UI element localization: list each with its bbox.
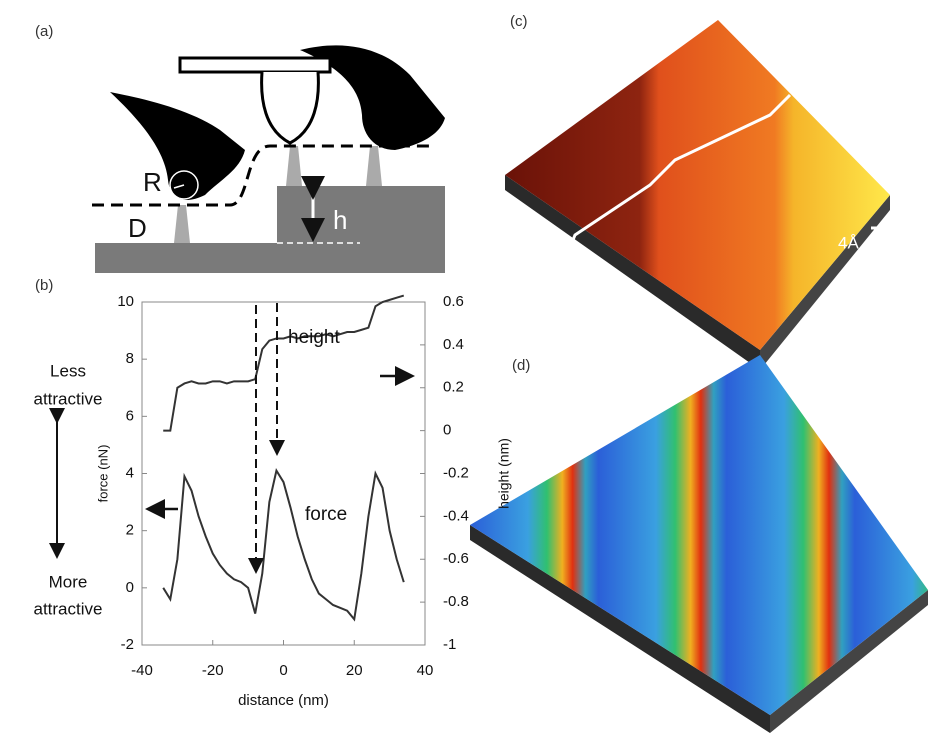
- height-label: h: [333, 205, 347, 235]
- series-label: height: [288, 327, 340, 348]
- x-tick-label: 40: [417, 662, 434, 679]
- y-tick-label: 10: [117, 293, 134, 310]
- y2-tick-label: -0.4: [443, 507, 469, 524]
- y2-tick-label: 0.4: [443, 336, 464, 353]
- side-label: attractive: [34, 389, 103, 408]
- y-axis-label: force (nN): [95, 445, 110, 503]
- afm-surface-c: [505, 20, 890, 370]
- distance-label: D: [128, 213, 147, 243]
- y2-tick-label: -1: [443, 636, 456, 653]
- side-label: attractive: [34, 599, 103, 618]
- scale-bar-label: 4Å: [838, 233, 859, 252]
- chart: -20246810-1-0.8-0.6-0.4-0.200.20.40.6-40…: [95, 293, 511, 709]
- y-tick-label: 8: [126, 350, 134, 367]
- page: (a) (b) (c) (d) R D h 4Å Less: [0, 0, 930, 733]
- y-tick-label: 6: [126, 407, 134, 424]
- side-label: More: [49, 572, 88, 591]
- y2-tick-label: 0.2: [443, 379, 464, 396]
- radius-label: R: [143, 167, 162, 197]
- afm-surface-d: [470, 355, 928, 733]
- panel-label: (d): [512, 357, 530, 374]
- x-tick-label: -20: [202, 662, 224, 679]
- x-tick-label: 20: [346, 662, 363, 679]
- y2-tick-label: -0.2: [443, 464, 469, 481]
- series-line: [163, 471, 404, 620]
- series-label: force: [305, 504, 347, 525]
- x-tick-label: 0: [279, 662, 287, 679]
- x-tick-label: -40: [131, 662, 153, 679]
- y-tick-label: 4: [126, 464, 134, 481]
- y2-tick-label: 0.6: [443, 293, 464, 310]
- panel-label: (b): [35, 277, 53, 294]
- figure: (a) (b) (c) (d) R D h 4Å Less: [0, 0, 930, 733]
- y-tick-label: 2: [126, 522, 134, 539]
- y-tick-label: 0: [126, 579, 134, 596]
- series-line: [163, 296, 404, 431]
- y-tick-label: -2: [121, 636, 134, 653]
- x-axis-label: distance (nm): [238, 692, 329, 709]
- panel-label: (c): [510, 13, 528, 30]
- y2-tick-label: -0.8: [443, 593, 469, 610]
- side-label: Less: [50, 361, 86, 380]
- y2-tick-label: -0.6: [443, 550, 469, 567]
- y2-tick-label: 0: [443, 422, 451, 439]
- y2-axis-label: height (nm): [496, 438, 512, 509]
- panel-label: (a): [35, 23, 53, 40]
- plot-frame: [142, 302, 425, 645]
